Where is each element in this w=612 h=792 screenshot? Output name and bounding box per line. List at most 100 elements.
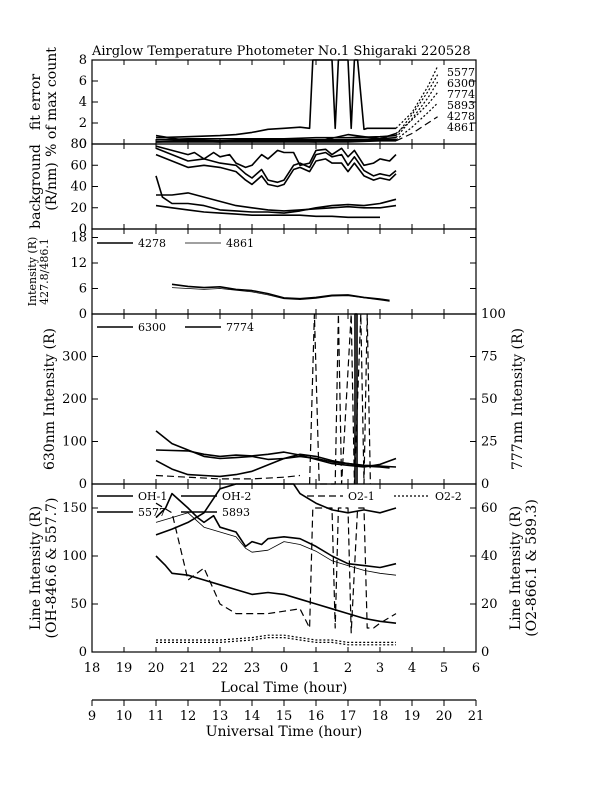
legend-label: O2-1 <box>348 490 375 503</box>
y-tick-label: 200 <box>62 392 87 407</box>
ut-tick-label: 17 <box>340 709 357 724</box>
legend-label: 6300 <box>138 321 166 334</box>
local-time-tick-label: 3 <box>376 661 384 676</box>
y2-tick-label: 0 <box>481 645 489 660</box>
y-axis-label: Intensity (R) <box>26 237 39 307</box>
y2-axis-label: (O2-866.1 & 589.3) <box>524 499 540 637</box>
y2-axis-label: 777nm Intensity (R) <box>510 328 526 470</box>
y-axis-label: Line Intensity (R) <box>28 506 44 630</box>
y2-tick-label: 20 <box>481 597 498 612</box>
y-tick-label: 0 <box>79 307 87 322</box>
panel-frame <box>91 143 477 230</box>
series-line-5577 <box>155 59 396 139</box>
ut-tick-label: 19 <box>404 709 421 724</box>
legend-label: 7774 <box>226 321 254 334</box>
series-line-6300 <box>155 449 397 468</box>
y-tick-label: 100 <box>62 549 87 564</box>
series-line-b4 <box>155 175 397 214</box>
series-line-5577 <box>395 66 439 129</box>
legend-label: O2-2 <box>435 490 462 503</box>
y-tick-label: 60 <box>70 158 87 173</box>
legend-label: 4278 <box>138 237 166 250</box>
series-line-4861 <box>156 140 396 143</box>
panel-frame <box>91 59 477 145</box>
ut-tick-label: 14 <box>244 709 261 724</box>
legend-label: 5893 <box>222 506 250 519</box>
ut-tick-label: 10 <box>116 709 133 724</box>
ut-tick-label: 12 <box>180 709 197 724</box>
y-tick-label: 40 <box>70 180 87 195</box>
ut-tick-label: 11 <box>148 709 165 724</box>
series-line-b6 <box>155 204 380 219</box>
y-tick-label: 150 <box>62 501 87 516</box>
panel-blue_lines: 0 6 12 18 Intensity (R) 427.8/486.1 4278 4861 <box>26 228 477 322</box>
panel-oi_lines: 0 100 200 300 0 25 50 75 100 630nm Intensity (R) 7… <box>42 307 526 492</box>
series-line-6300 <box>354 313 358 484</box>
series-line-6300 <box>155 453 390 478</box>
y-axis-label: (OH-846.6 & 557.7) <box>44 498 60 639</box>
y-tick-label: 8 <box>79 53 87 68</box>
y-tick-label: 50 <box>70 597 87 612</box>
series-line-4861 <box>395 116 438 142</box>
y-tick-label: 18 <box>70 231 87 246</box>
y-tick-label: 100 <box>62 435 87 450</box>
series-line-b5 <box>156 192 397 212</box>
legend-label: OH-1 <box>138 490 167 503</box>
local-time-tick-label: 21 <box>180 661 197 676</box>
series-line-4278 <box>395 102 439 141</box>
series-line-4278 <box>171 283 390 302</box>
series-line-5893 <box>155 555 397 624</box>
legend-label: 6300 <box>447 77 475 90</box>
y-tick-label: 0 <box>79 137 87 152</box>
series-line-O2-1 <box>155 502 397 634</box>
y-axis-label: (R/nm) <box>44 162 60 210</box>
y-tick-label: 0 <box>79 477 87 492</box>
series-line-O2-2 <box>156 634 396 644</box>
local-time-tick-label: 2 <box>344 661 352 676</box>
series-line-b2 <box>155 147 397 184</box>
ut-tick-label: 9 <box>88 709 96 724</box>
y-tick-label: 20 <box>70 201 87 216</box>
series-line-b1 <box>155 145 397 169</box>
legend-label: 5893 <box>447 99 475 112</box>
legend-label: OH-2 <box>222 490 251 503</box>
y2-tick-label: 60 <box>481 501 498 516</box>
series-line-5893 <box>395 92 439 134</box>
y-tick-label: 6 <box>79 282 87 297</box>
local-time-tick-label: 22 <box>212 661 229 676</box>
local-time-tick-label: 5 <box>440 661 448 676</box>
series-line-OH-1 <box>155 492 397 569</box>
y2-tick-label: 75 <box>481 350 498 365</box>
series-line-O2-1 <box>156 636 396 646</box>
ut-tick-label: 13 <box>212 709 229 724</box>
series-line-7774 <box>155 474 301 480</box>
y-tick-label: 12 <box>70 256 87 271</box>
local-time-tick-label: 1 <box>312 661 320 676</box>
y-axis-label: % of max count <box>44 47 60 157</box>
series-line-6300 <box>395 74 439 136</box>
ut-tick-label: 20 <box>436 709 453 724</box>
y-tick-label: 80 <box>70 137 87 152</box>
y-tick-label: 300 <box>62 350 87 365</box>
y-axis-label: 630nm Intensity (R) <box>42 328 58 470</box>
ut-tick-label: 16 <box>308 709 325 724</box>
ut-axis-label: Universal Time (hour) <box>206 724 363 740</box>
legend-label: 4861 <box>447 121 475 134</box>
legend-label: 4278 <box>447 110 475 123</box>
y2-tick-label: 0 <box>481 477 489 492</box>
series-line-7774 <box>309 313 371 485</box>
y-tick-label: 4 <box>79 95 87 110</box>
y2-tick-label: 25 <box>481 435 498 450</box>
local-time-tick-label: 20 <box>148 661 165 676</box>
series-line-OH-2 <box>155 512 397 576</box>
legend-label: 5577 <box>138 506 166 519</box>
legend-label: 7774 <box>447 88 475 101</box>
panel-fit_error: 0 2 4 6 8 fit error% of max count 557763007774… <box>28 47 477 157</box>
y-tick-label: 0 <box>79 645 87 660</box>
local-time-tick-label: 4 <box>408 661 416 676</box>
figure-title: Airglow Temperature Photometer No.1 Shig… <box>91 44 471 59</box>
